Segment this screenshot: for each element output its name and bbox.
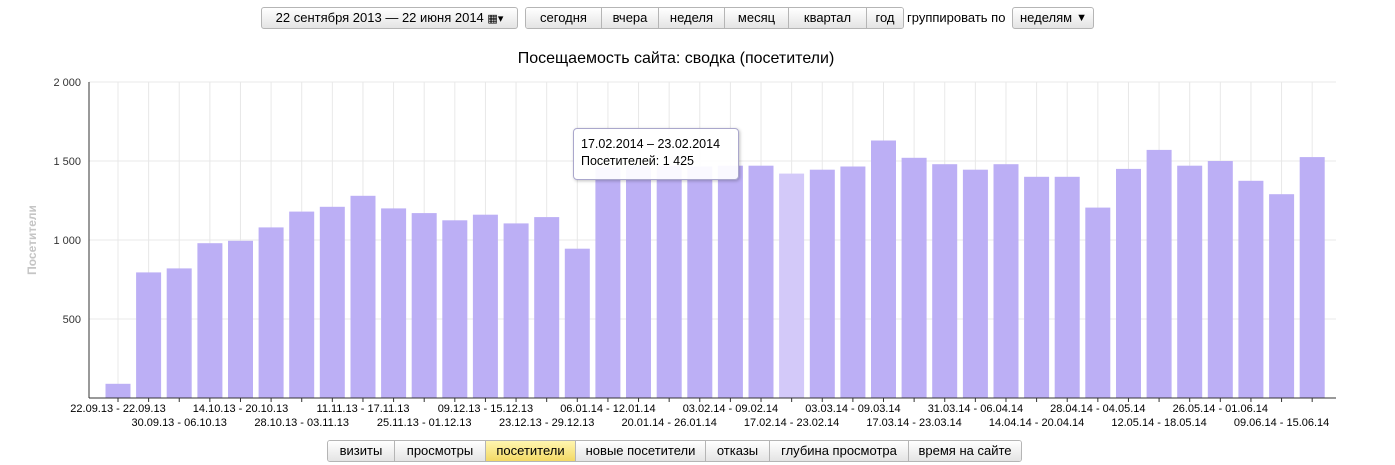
x-tick-label: 30.09.13 - 06.10.13	[131, 417, 226, 429]
x-tick-label: 11.11.13 - 17.11.13	[317, 403, 410, 415]
x-tick-label: 09.06.14 - 15.06.14	[1234, 417, 1329, 429]
period-yesterday-button[interactable]: вчера	[602, 8, 659, 28]
tooltip-range: 17.02.2014 – 23.02.2014	[581, 137, 721, 151]
x-tick-label: 06.01.14 - 12.01.14	[560, 403, 655, 415]
tab-depth[interactable]: глубина просмотра	[770, 441, 909, 461]
x-tick-label: 28.10.13 - 03.11.13	[254, 417, 349, 429]
period-week-button[interactable]: неделя	[659, 8, 725, 28]
bar[interactable]	[901, 157, 927, 398]
bar[interactable]	[1177, 165, 1203, 398]
bar[interactable]	[411, 213, 437, 398]
x-tick-label: 17.03.14 - 23.03.14	[866, 417, 961, 429]
y-tick-label: 1 000	[53, 235, 81, 247]
x-tick-label: 26.05.14 - 01.06.14	[1173, 403, 1268, 415]
tab-visitors[interactable]: посетители	[486, 441, 576, 461]
tooltip-value: Посетителей: 1 425	[581, 154, 695, 168]
bar[interactable]	[809, 169, 835, 398]
bar[interactable]	[748, 165, 774, 398]
tab-time-on-site[interactable]: время на сайте	[909, 441, 1021, 461]
bar[interactable]	[1238, 180, 1264, 399]
date-range-label: 22 сентября 2013 — 22 июня 2014	[275, 10, 484, 25]
bar[interactable]	[381, 208, 407, 398]
bar[interactable]	[289, 211, 315, 398]
bar[interactable]	[319, 206, 345, 398]
period-year-button[interactable]: год	[867, 8, 903, 28]
chart-tooltip: 17.02.2014 – 23.02.2014 Посетителей: 1 4…	[573, 128, 739, 180]
period-buttons: сегодня вчера неделя месяц квартал год	[525, 7, 904, 29]
y-tick-label: 500	[63, 314, 81, 326]
period-month-button[interactable]: месяц	[725, 8, 789, 28]
bar[interactable]	[1116, 168, 1141, 398]
y-tick-label: 1 500	[53, 156, 81, 168]
bar[interactable]	[472, 214, 498, 398]
bar[interactable]	[197, 243, 223, 398]
bar[interactable]	[779, 173, 805, 398]
bar[interactable]	[1299, 157, 1325, 398]
group-by-value: неделям	[1020, 10, 1073, 25]
bar[interactable]	[1085, 207, 1111, 398]
bar[interactable]	[258, 227, 284, 398]
tab-visits[interactable]: визиты	[328, 441, 395, 461]
x-tick-label: 09.12.13 - 15.12.13	[438, 403, 533, 415]
tab-pageviews[interactable]: просмотры	[395, 441, 486, 461]
x-tick-label: 12.05.14 - 18.05.14	[1111, 417, 1206, 429]
x-tick-label: 14.10.13 - 20.10.13	[193, 403, 288, 415]
bar[interactable]	[350, 195, 376, 398]
chart-title: Посещаемость сайта: сводка (посетители)	[517, 50, 835, 67]
period-quarter-button[interactable]: квартал	[789, 8, 867, 28]
bar[interactable]	[1024, 176, 1050, 398]
bar[interactable]	[1146, 149, 1172, 398]
bar[interactable]	[166, 268, 192, 398]
bar[interactable]	[962, 169, 988, 398]
x-tick-label: 31.03.14 - 06.04.14	[928, 403, 1023, 415]
tab-new-visitors[interactable]: новые посетители	[576, 441, 706, 461]
x-tick-label: 28.04.14 - 04.05.14	[1050, 403, 1145, 415]
group-by-label: группировать по	[907, 10, 1006, 25]
y-tick-label: 2 000	[53, 77, 81, 89]
bar[interactable]	[534, 217, 560, 398]
dropdown-arrow-icon: ▼	[1076, 12, 1087, 24]
bar[interactable]	[442, 220, 468, 399]
x-tick-label: 23.12.13 - 29.12.13	[499, 417, 594, 429]
bar[interactable]	[656, 165, 682, 398]
calendar-icon: ▦▾	[487, 13, 504, 25]
x-tick-label: 03.02.14 - 09.02.14	[683, 403, 778, 415]
bar[interactable]	[228, 240, 253, 398]
bar[interactable]	[932, 164, 958, 398]
bar[interactable]	[687, 166, 713, 399]
bar[interactable]	[136, 272, 162, 398]
bar[interactable]	[503, 223, 529, 398]
bar[interactable]	[993, 164, 1019, 398]
bar[interactable]	[595, 167, 621, 398]
bar-chart: 500 1 000 1 500 2 000 Посетители 22.09.13 - 2…	[25, 77, 1336, 429]
bar[interactable]	[1207, 161, 1233, 398]
period-today-button[interactable]: сегодня	[526, 8, 602, 28]
y-axis-title: Посетители	[25, 205, 39, 275]
bar[interactable]	[840, 166, 866, 399]
tab-bounces[interactable]: отказы	[706, 441, 770, 461]
bar[interactable]	[717, 165, 743, 398]
x-tick-label: 17.02.14 - 23.02.14	[744, 417, 839, 429]
bar[interactable]	[1054, 176, 1080, 398]
x-tick-label: 25.11.13 - 01.12.13	[377, 417, 472, 429]
group-by-select[interactable]: неделям ▼	[1012, 7, 1094, 29]
x-tick-label: 20.01.14 - 26.01.14	[621, 417, 716, 429]
x-tick-label: 22.09.13 - 22.09.13	[70, 403, 165, 415]
bar[interactable]	[1269, 194, 1295, 398]
x-tick-label: 14.04.14 - 20.04.14	[989, 417, 1084, 429]
metric-tabs: визиты просмотры посетители новые посети…	[327, 440, 1022, 462]
bar[interactable]	[564, 248, 590, 398]
date-range-picker[interactable]: 22 сентября 2013 — 22 июня 2014 ▦▾	[261, 7, 518, 29]
x-tick-label: 03.03.14 - 09.03.14	[805, 403, 900, 415]
bar[interactable]	[871, 140, 896, 399]
bar[interactable]	[626, 165, 651, 398]
bar[interactable]	[105, 383, 131, 398]
